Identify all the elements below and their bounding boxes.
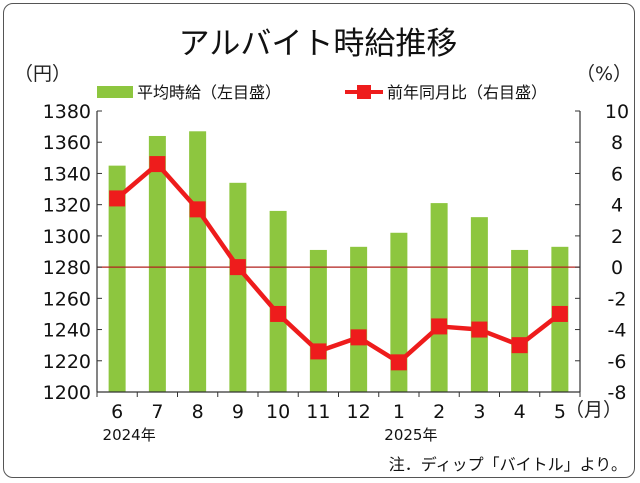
source-note: 注．ディップ「バイトル」より。 — [389, 455, 627, 474]
legend-bar-label: 平均時給（左目盛） — [137, 83, 281, 102]
yoy-point-9 — [229, 259, 246, 276]
right-tick-label: 10 — [605, 101, 629, 123]
left-tick-label: 1360 — [43, 132, 91, 154]
x-tick-label: 6 — [111, 401, 123, 423]
legend-bar-swatch — [97, 86, 133, 98]
right-tick-label: 2 — [611, 226, 623, 248]
left-tick-label: 1200 — [43, 382, 91, 404]
left-tick-label: 1240 — [43, 320, 91, 342]
legend: 平均時給（左目盛） 前年同月比（右目盛） — [97, 83, 547, 102]
bar-7 — [148, 135, 166, 392]
yoy-point-12 — [350, 329, 367, 346]
left-tick-label: 1380 — [43, 101, 91, 123]
left-tick-label: 1280 — [43, 257, 91, 279]
left-tick-label: 1220 — [43, 351, 91, 373]
chart-frame — [3, 3, 635, 478]
legend-line-label: 前年同月比（右目盛） — [387, 83, 547, 102]
chart-title: アルバイト時給推移 — [179, 26, 458, 62]
bar-10 — [269, 210, 287, 392]
x-tick-label: 2 — [433, 401, 445, 423]
plot-area: 1200122012401260128013001320134013601380… — [43, 101, 629, 444]
left-tick-label: 1340 — [43, 163, 91, 185]
left-tick-label: 1260 — [43, 288, 91, 310]
x-tick-label: 4 — [514, 401, 526, 423]
year-label: 2025年 — [384, 426, 437, 444]
bar-12 — [350, 246, 368, 392]
x-tick-label: 3 — [473, 401, 485, 423]
bar-11 — [309, 249, 327, 392]
left-axis-unit: （円） — [14, 63, 71, 85]
right-tick-label: 8 — [611, 132, 623, 154]
bar-4 — [511, 249, 529, 392]
right-tick-label: 0 — [611, 257, 623, 279]
bar-1 — [390, 232, 408, 392]
yoy-point-3 — [471, 321, 488, 338]
right-tick-label: -4 — [608, 320, 627, 342]
right-tick-label: -8 — [608, 382, 627, 404]
x-tick-label: 8 — [192, 401, 204, 423]
x-tick-label: 12 — [347, 401, 371, 423]
x-tick-label: 10 — [266, 401, 290, 423]
yoy-point-11 — [310, 343, 327, 360]
right-tick-label: 6 — [611, 163, 623, 185]
right-tick-label: 4 — [611, 195, 623, 217]
bar-2 — [430, 203, 448, 392]
yoy-point-6 — [109, 190, 126, 207]
x-tick-label: 5 — [554, 401, 566, 423]
x-tick-label: 1 — [393, 401, 405, 423]
yoy-point-5 — [551, 305, 568, 322]
bar-8 — [189, 131, 207, 393]
bar-6 — [108, 165, 126, 392]
yoy-point-10 — [270, 305, 287, 322]
legend-line-marker — [357, 85, 371, 99]
yoy-point-1 — [390, 354, 407, 371]
bar-3 — [470, 217, 488, 392]
left-tick-label: 1300 — [43, 226, 91, 248]
x-tick-label: 11 — [306, 401, 330, 423]
right-tick-label: -2 — [608, 288, 627, 310]
yoy-point-7 — [149, 156, 166, 173]
left-tick-label: 1320 — [43, 195, 91, 217]
x-tick-label: 9 — [232, 401, 244, 423]
yoy-point-8 — [189, 201, 206, 218]
bar-9 — [229, 182, 247, 392]
year-label: 2024年 — [103, 426, 156, 444]
month-unit: （月） — [565, 399, 622, 421]
right-axis-unit: （%） — [576, 63, 632, 85]
right-tick-label: -6 — [608, 351, 627, 373]
yoy-point-4 — [511, 337, 528, 354]
x-tick-label: 7 — [151, 401, 163, 423]
yoy-point-2 — [431, 318, 448, 335]
yoy-line — [115, 161, 562, 365]
